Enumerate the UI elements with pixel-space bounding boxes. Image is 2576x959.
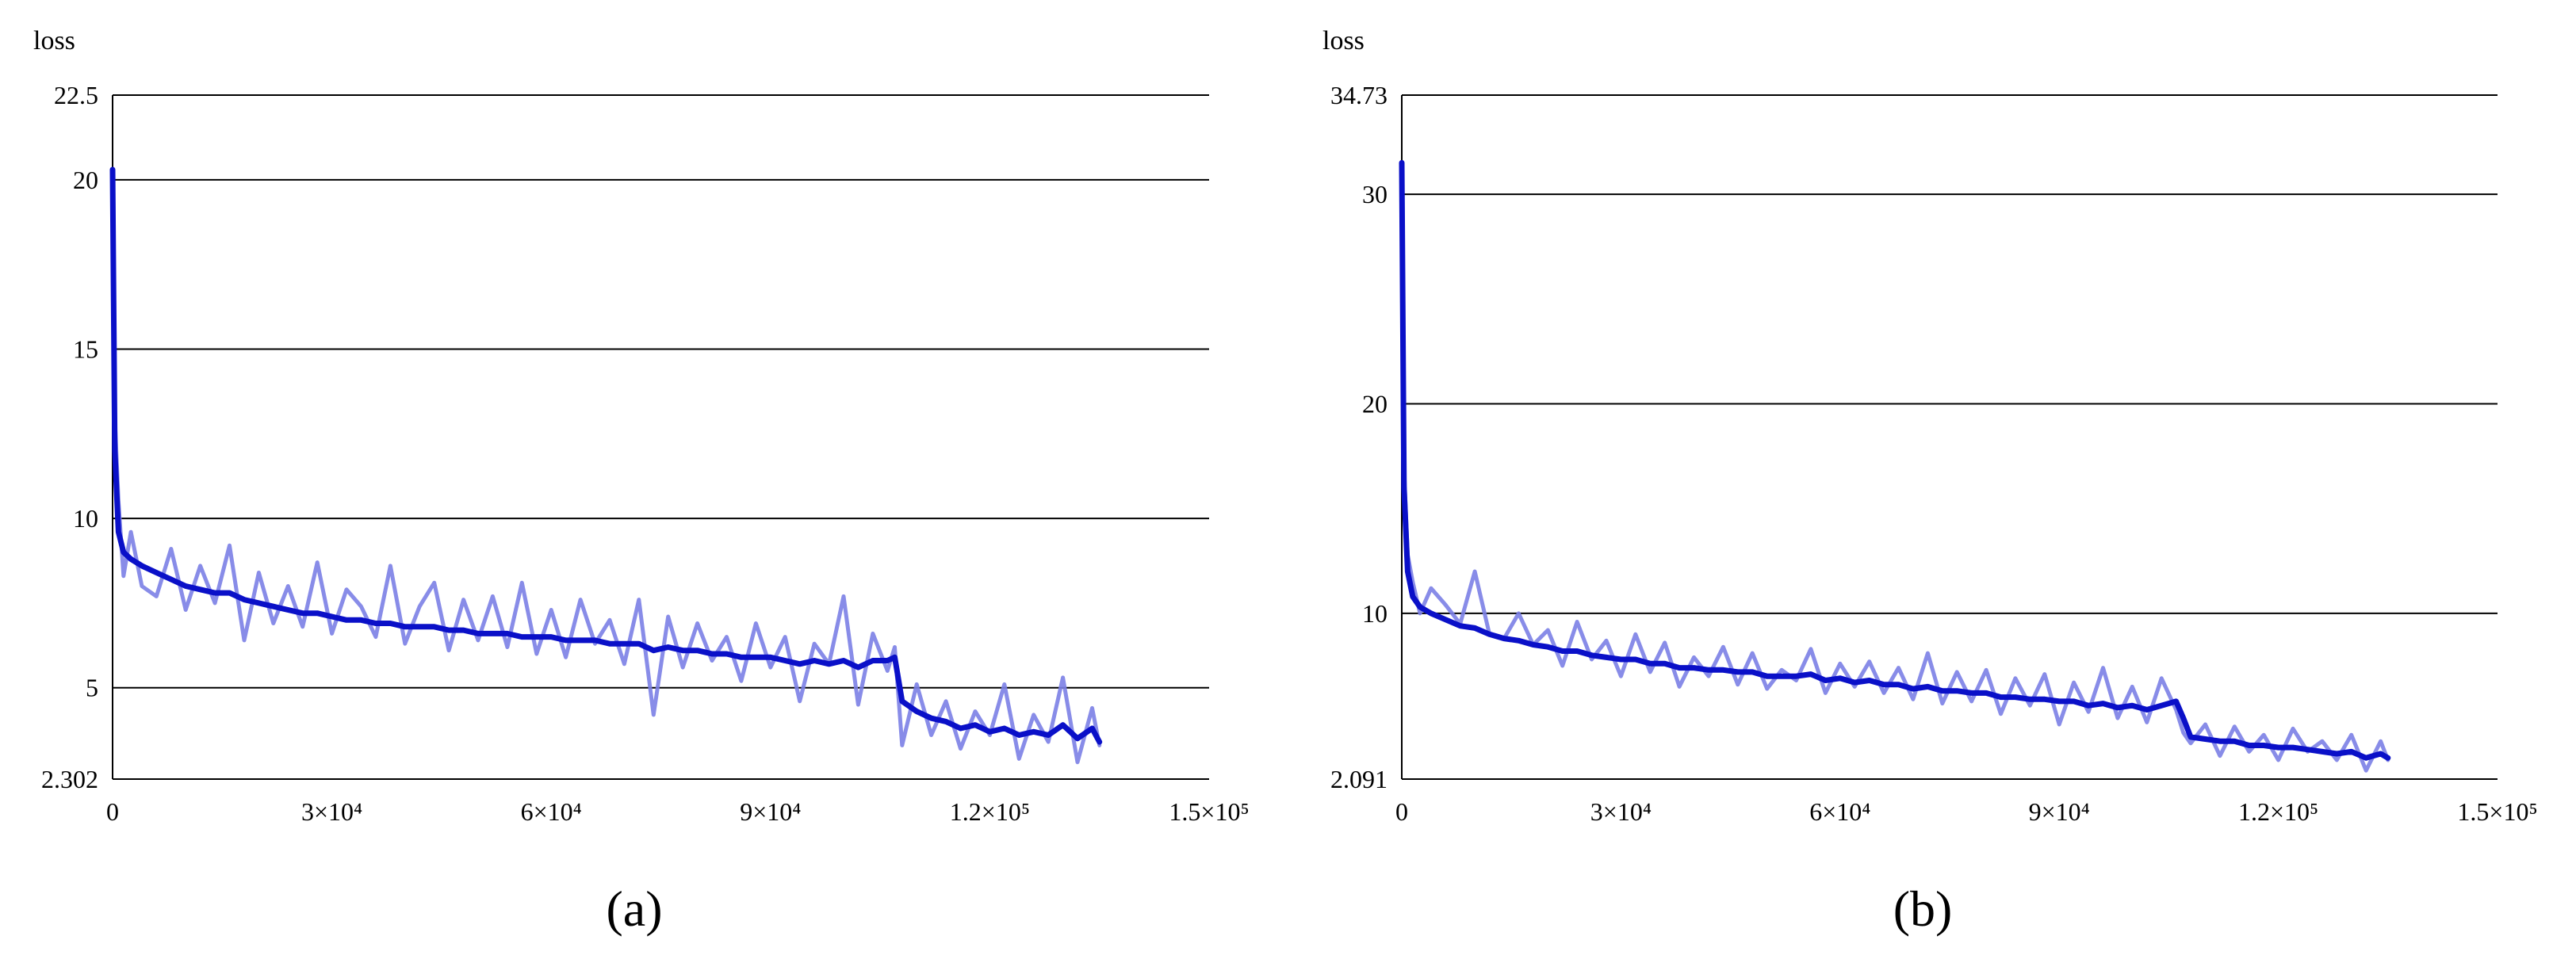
y-tick-label: 20 (73, 166, 98, 194)
panel-a: 22.5 20 15 10 5 2.302 loss 0 3×10⁴ 6×10⁴ 9×10⁴ 1.2×… (33, 26, 1250, 937)
smoothed-loss-line (109, 166, 1103, 745)
x-tick-label: 6×10⁴ (521, 797, 582, 826)
y-tick-label: 5 (86, 674, 98, 702)
raw-loss-line (110, 167, 1102, 765)
y-axis-label: loss (33, 26, 75, 55)
x-tick-label: 9×10⁴ (2029, 797, 2090, 826)
y-tick-label: 20 (1362, 389, 1388, 418)
x-tick-label: 1.2×10⁵ (950, 797, 1030, 826)
y-tick-label: 30 (1362, 180, 1388, 208)
smoothed-loss-line (1399, 159, 2391, 761)
y-tick-label: 10 (1362, 599, 1388, 628)
x-tick-label: 6×10⁴ (1809, 797, 1870, 826)
x-tick-label: 1.5×10⁵ (1169, 797, 1249, 826)
panel-label: (a) (606, 881, 662, 937)
y-tick-label: 15 (73, 334, 98, 363)
panel-b: 34.73 30 20 10 2.091 loss 0 3×10⁴ 6×10⁴ 9×10⁴ 1.2×… (1322, 26, 2538, 937)
x-tick-label: 9×10⁴ (740, 797, 801, 826)
raw-loss-line (1399, 160, 2390, 773)
panel-label: (b) (1893, 881, 1953, 937)
y-tick-label: 2.091 (1330, 765, 1388, 793)
y-tick-label: 22.5 (54, 81, 98, 109)
x-tick-label: 0 (1395, 797, 1408, 826)
x-tick-label: 1.2×10⁵ (2238, 797, 2318, 826)
x-tick-label: 1.5×10⁵ (2457, 797, 2537, 826)
y-tick-label: 2.302 (41, 765, 98, 793)
x-tick-label: 3×10⁴ (301, 797, 362, 826)
x-tick-label: 0 (106, 797, 119, 826)
x-tick-label: 3×10⁴ (1590, 797, 1652, 826)
y-tick-label: 10 (73, 504, 98, 533)
y-axis-label: loss (1322, 26, 1365, 55)
y-tick-label: 34.73 (1330, 81, 1388, 109)
